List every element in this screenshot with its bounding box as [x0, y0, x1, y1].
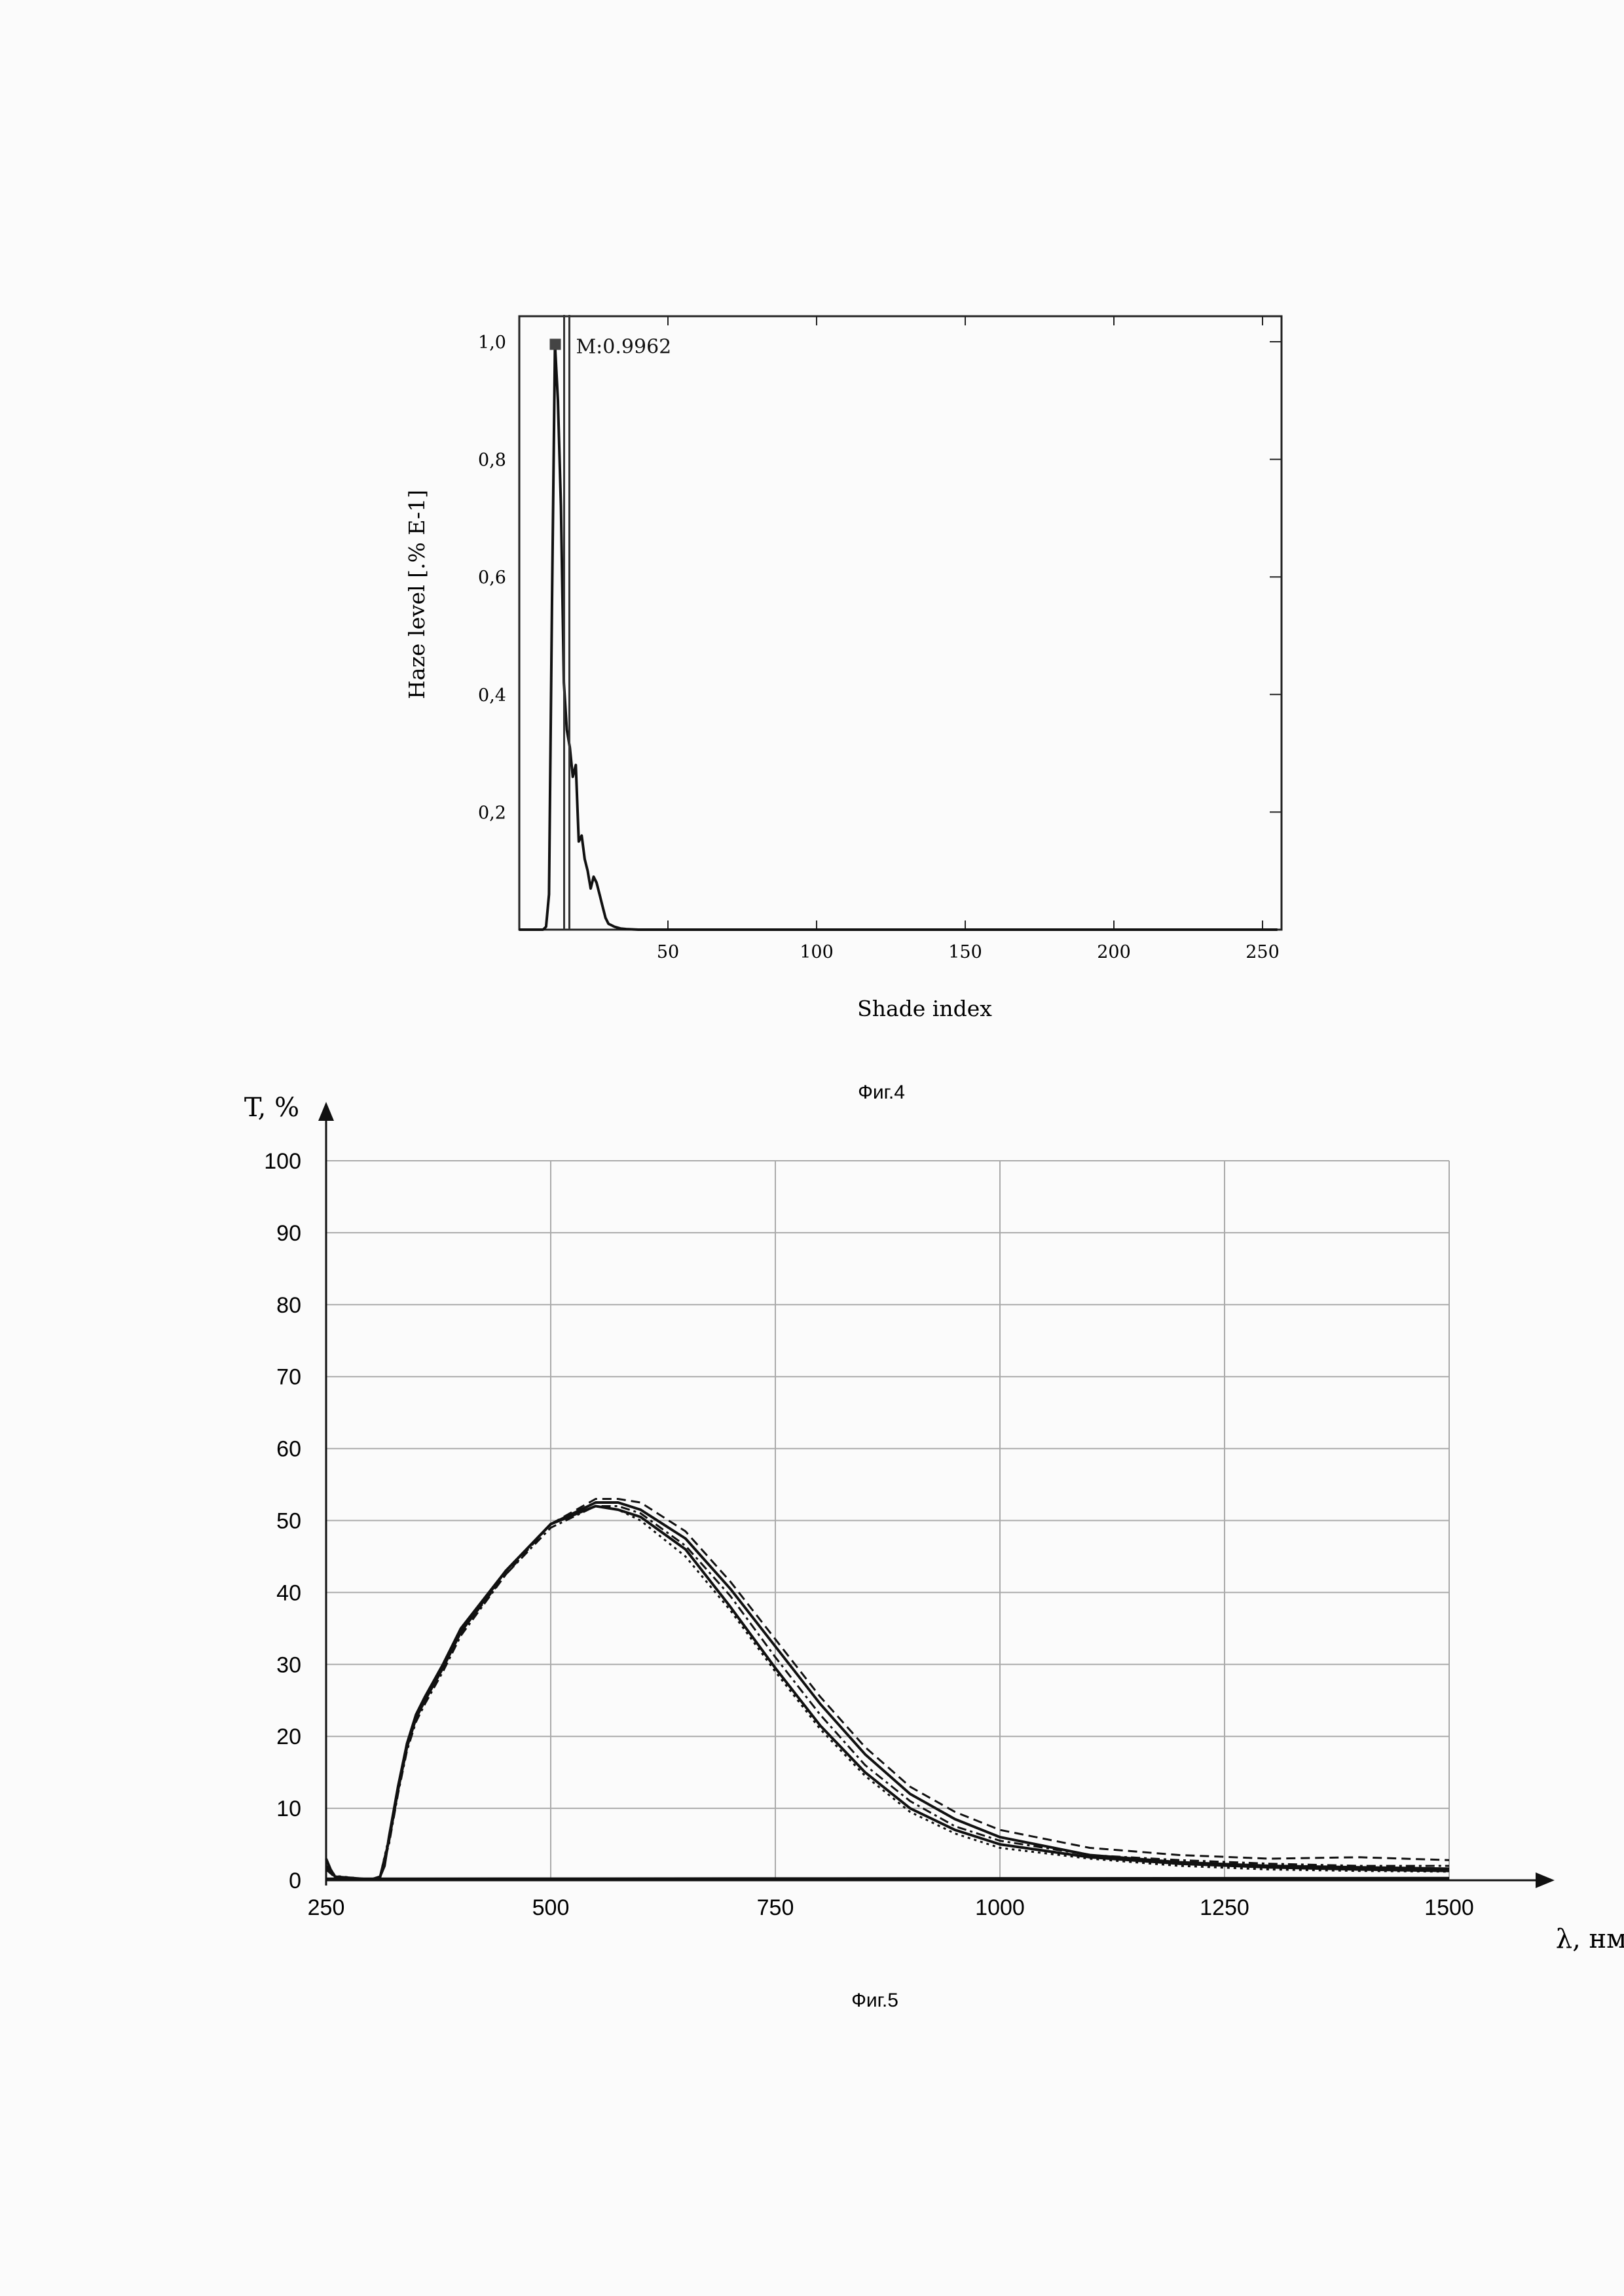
fig5-y-tick-label: 10: [276, 1796, 301, 1821]
fig5-x-tick-label: 500: [532, 1895, 570, 1920]
fig4-plot-frame: [519, 316, 1282, 930]
fig5-y-tick-label: 80: [276, 1293, 301, 1318]
fig4-y-tick-label: 0,6: [478, 568, 506, 588]
fig4-y-tick-label: 0,4: [478, 685, 506, 706]
fig4-caption: Фиг.4: [858, 1082, 905, 1103]
fig4-series: [519, 344, 1278, 930]
fig5-x-tick-label: 250: [308, 1895, 345, 1920]
fig4-marker-group: M:0.9962: [549, 315, 671, 930]
fig5-transmission-curve: [326, 1878, 1449, 1879]
fig4-y-axis-label: Haze level [.% E-1]: [404, 490, 430, 699]
fig5-y-tick-label: 30: [276, 1652, 301, 1677]
fig5-y-tick-label: 0: [289, 1868, 301, 1893]
fig5-y-tick-label: 60: [276, 1437, 301, 1462]
fig5-transmission-curve: [326, 1506, 1449, 1880]
fig4-marker-label: M:0.9962: [576, 335, 671, 358]
fig5-series: [326, 1499, 1449, 1880]
fig4-x-tick-label: 200: [1097, 942, 1131, 962]
fig5-tick-labels: 0 10 20 30 40 50 60 70 80 90 100 250 500 750 1000 1250 1…: [264, 1149, 1474, 1920]
fig5-y-tick-label: 70: [276, 1365, 301, 1390]
fig4-ticks: [668, 316, 1282, 930]
fig4-x-tick-label: 150: [948, 942, 982, 962]
fig5-transmission-curve: [326, 1506, 1449, 1880]
fig4-marker-square: [549, 338, 561, 350]
fig5-y-axis-arrow: [318, 1102, 334, 1121]
fig5-y-tick-label: 40: [276, 1580, 301, 1605]
fig5-y-axis-label: T, %: [244, 1093, 299, 1123]
figure-4-haze-chart: 50 100 150 200 250 0,2 0,4 0,6 0,8 1,0 M:0.9962 S…: [404, 315, 1282, 1103]
fig5-x-axis-arrow: [1536, 1872, 1555, 1888]
fig5-grid: [326, 1161, 1449, 1880]
fig4-x-tick-label: 100: [800, 942, 834, 962]
fig5-x-axis-label: λ, нм: [1556, 1924, 1624, 1954]
fig4-y-tick-label: 0,2: [478, 803, 506, 823]
fig5-y-tick-label: 90: [276, 1221, 301, 1246]
fig5-x-tick-label: 1500: [1424, 1895, 1474, 1920]
fig5-transmission-curve: [326, 1506, 1449, 1880]
fig5-axes: [318, 1102, 1555, 1888]
fig4-haze-curve: [519, 344, 1278, 930]
fig5-y-tick-label: 50: [276, 1509, 301, 1534]
fig5-transmission-curve: [326, 1503, 1449, 1880]
fig4-x-axis-label: Shade index: [857, 996, 992, 1021]
fig4-x-tick-label: 250: [1246, 942, 1280, 962]
fig5-caption: Фиг.5: [851, 1990, 898, 2011]
fig4-x-tick-label: 50: [657, 942, 679, 962]
fig5-x-tick-label: 750: [757, 1895, 794, 1920]
fig5-x-tick-label: 1000: [975, 1895, 1025, 1920]
fig4-y-tick-label: 0,8: [478, 450, 506, 471]
fig5-x-tick-label: 1250: [1200, 1895, 1249, 1920]
fig5-y-tick-label: 100: [264, 1149, 301, 1174]
fig5-transmission-curve: [326, 1499, 1449, 1880]
figure-5-transmission-chart: 0 10 20 30 40 50 60 70 80 90 100 250 500 750 1000 1250 1…: [244, 1093, 1624, 2011]
fig5-y-tick-label: 20: [276, 1724, 301, 1749]
fig4-y-tick-label: 1,0: [478, 333, 506, 353]
fig4-tick-labels: 50 100 150 200 250 0,2 0,4 0,6 0,8 1,0: [478, 333, 1280, 962]
